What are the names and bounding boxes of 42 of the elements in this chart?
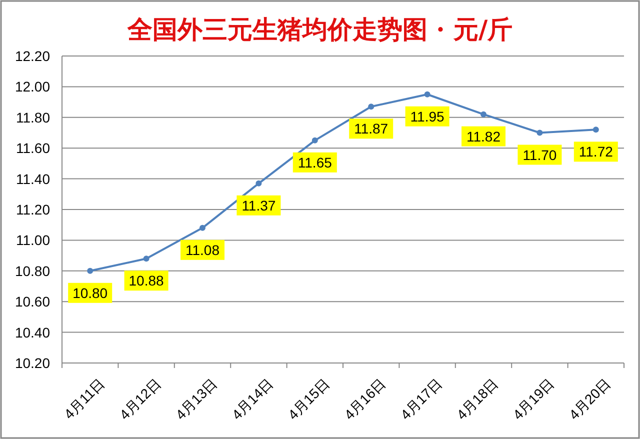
- data-label: 11.87: [354, 120, 388, 137]
- x-tick-label: 4月18日: [453, 375, 501, 423]
- point: [256, 180, 262, 186]
- data-label: 11.37: [242, 197, 276, 214]
- x-tick-label: 4月20日: [566, 375, 614, 423]
- point: [143, 256, 150, 262]
- y-tick-label: 11.80: [16, 109, 50, 126]
- data-label: 11.95: [410, 108, 445, 124]
- point: [592, 126, 599, 133]
- y-tick-label: 12.20: [14, 48, 50, 64]
- x-tick-label: 4月17日: [397, 375, 445, 423]
- y-tick-label: 11.00: [16, 232, 50, 248]
- x-tick-label: 4月13日: [172, 375, 220, 423]
- point: [424, 91, 430, 98]
- data-label: 11.08: [186, 242, 220, 258]
- data-label: 11.82: [466, 128, 501, 144]
- point: [480, 111, 486, 118]
- x-tick-label: 4月14日: [228, 375, 276, 423]
- point: [200, 224, 206, 231]
- y-tick-label: 10.20: [14, 355, 50, 371]
- data-label: 11.65: [298, 154, 332, 170]
- x-tick-label: 4月16日: [340, 375, 389, 423]
- x-tick-label: 4月12日: [116, 375, 164, 423]
- data-label: 11.72: [578, 144, 614, 160]
- x-tick-label: 4月15日: [284, 375, 332, 423]
- point: [87, 268, 94, 274]
- point: [368, 104, 374, 110]
- x-tick-label: 4月19日: [510, 375, 558, 423]
- data-label: 10.80: [72, 284, 108, 301]
- y-tick-label: 10.40: [14, 324, 50, 340]
- y-tick-label: 12.00: [14, 78, 50, 95]
- data-label: 10.88: [128, 272, 164, 289]
- y-tick-label: 11.40: [16, 170, 50, 187]
- x-tick-label: 4月11日: [60, 375, 108, 422]
- y-tick-label: 11.60: [16, 140, 50, 156]
- point: [312, 137, 318, 144]
- y-tick-label: 10.80: [14, 262, 50, 279]
- chart-title: 全国外三元生猪均价走势图 · 元/斤: [126, 15, 513, 44]
- point: [536, 130, 543, 136]
- y-tick-label: 11.20: [16, 202, 50, 218]
- data-label: 11.70: [522, 146, 557, 163]
- y-tick-label: 10.60: [14, 294, 50, 310]
